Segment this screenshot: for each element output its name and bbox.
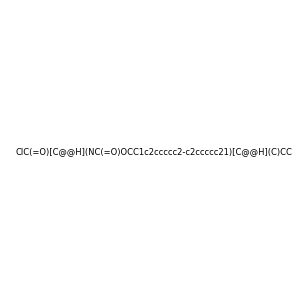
Text: ClC(=O)[C@@H](NC(=O)OCC1c2ccccc2-c2ccccc21)[C@@H](C)CC: ClC(=O)[C@@H](NC(=O)OCC1c2ccccc2-c2ccccc… bbox=[15, 147, 292, 156]
